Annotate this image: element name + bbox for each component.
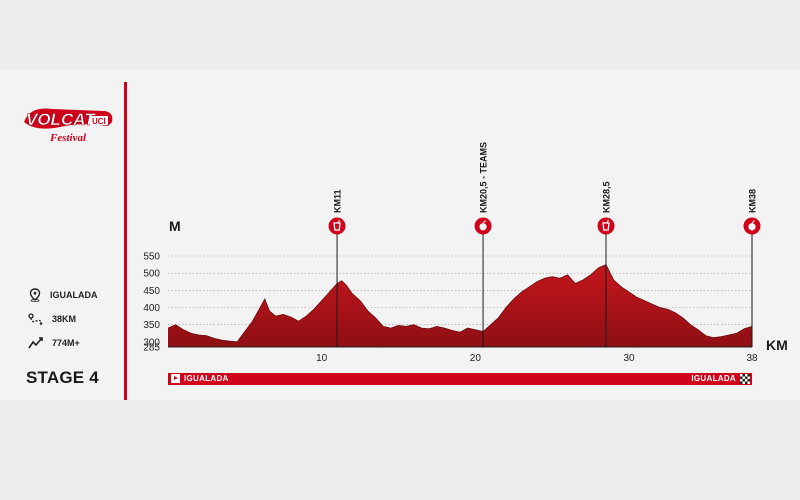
x-tick-label: 38 [746,353,758,364]
drink-cup-icon [602,219,610,231]
marker-label: KM11 [333,189,343,213]
x-axis-label: KM [766,337,788,353]
food-apple-icon [748,220,756,231]
marker-circle [597,217,615,235]
elevation-profile-line [167,264,753,343]
elevation-profile-area [168,264,752,347]
y-tick-label: 350 [143,320,160,331]
info-start: IGUALADA [28,286,98,304]
info-distance: 38KM [28,310,76,328]
y-tick-label: 450 [143,286,160,297]
y-tick-label: 500 [143,269,160,280]
checkered-flag-icon [740,374,750,384]
route-end-label: IGUALADA [691,374,736,383]
y-axis-label: M [169,218,181,234]
x-tick-label: 10 [316,353,328,364]
info-elevation: 774M+ [28,334,80,352]
y-tick-label: 300 [143,337,160,348]
divider-bar [124,82,127,400]
x-tick-label: 30 [623,353,635,364]
feed-zone-marker: KM38 [743,189,761,347]
marker-label: KM38 [748,189,758,213]
logo-badge: UCI [92,117,106,126]
x-tick-label: 20 [470,353,482,364]
location-pin-icon [29,288,41,302]
elevation-gain-icon [28,337,43,349]
route-icon [28,313,43,325]
feed-zone-marker: KM11 [328,189,346,347]
logo-text: VOLCAT [26,110,96,129]
food-apple-icon [479,220,487,231]
route-bar: IGUALADA IGUALADA [168,373,752,385]
drink-cup-icon [333,219,341,231]
elevation-text: 774M+ [52,338,80,348]
volcat-logo: VOLCAT UCI Festival [24,108,113,144]
logo-subtext: Festival [49,132,87,144]
y-tick-label: 285 [143,343,160,354]
feed-zone-marker: KM20,5 - TEAMS [474,142,492,347]
marker-label: KM20,5 - TEAMS [479,142,489,213]
route-start-label: IGUALADA [184,374,229,383]
marker-label: KM28,5 [602,181,612,213]
y-tick-label: 550 [143,252,160,263]
marker-circle [328,217,346,235]
start-location-text: IGUALADA [50,290,98,300]
stage-title: STAGE 4 [26,368,99,387]
play-start-icon [171,374,180,383]
feed-zone-marker: KM28,5 [597,181,615,347]
y-tick-label: 400 [143,303,160,314]
distance-text: 38KM [52,314,77,324]
